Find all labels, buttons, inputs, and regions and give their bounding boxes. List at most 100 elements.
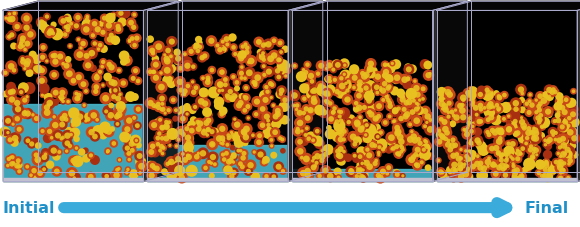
Point: [38, 69, 47, 73]
Point: [82, 55, 91, 58]
Point: [114, 97, 123, 101]
Point: [9, 45, 19, 49]
Point: [280, 99, 289, 102]
Point: [338, 85, 347, 88]
Point: [525, 100, 534, 104]
Point: [494, 152, 503, 155]
Point: [466, 94, 476, 98]
Point: [463, 126, 472, 130]
Point: [458, 164, 467, 168]
Point: [415, 99, 425, 102]
Point: [183, 113, 192, 116]
Point: [459, 128, 469, 132]
Point: [157, 145, 166, 149]
Point: [315, 142, 324, 146]
Point: [550, 91, 560, 94]
Point: [63, 142, 72, 145]
Point: [227, 131, 236, 135]
Point: [346, 169, 356, 172]
Point: [186, 148, 195, 152]
Point: [423, 166, 433, 170]
Point: [393, 126, 402, 130]
Point: [382, 96, 392, 99]
Point: [387, 62, 397, 66]
Point: [517, 116, 526, 120]
Point: [28, 114, 38, 117]
Point: [495, 140, 504, 144]
Point: [82, 18, 92, 22]
Point: [187, 129, 197, 133]
Point: [254, 41, 263, 44]
Point: [455, 163, 465, 166]
Point: [72, 25, 81, 29]
Point: [568, 144, 577, 148]
Point: [493, 129, 502, 133]
Point: [511, 176, 520, 179]
Point: [169, 99, 178, 102]
Point: [41, 28, 50, 32]
Point: [254, 141, 263, 144]
Point: [339, 150, 349, 154]
Point: [508, 143, 517, 146]
Point: [459, 99, 468, 102]
Point: [206, 162, 216, 165]
Point: [511, 176, 520, 179]
Point: [255, 134, 264, 138]
Point: [555, 101, 564, 104]
Point: [241, 43, 250, 47]
Point: [266, 82, 275, 86]
Point: [438, 135, 447, 138]
Point: [418, 88, 427, 91]
Point: [65, 144, 74, 148]
Point: [367, 68, 376, 72]
Point: [304, 137, 313, 141]
Point: [299, 112, 309, 115]
Point: [378, 148, 387, 151]
Point: [106, 38, 115, 42]
Point: [244, 170, 253, 173]
Point: [518, 147, 527, 151]
Point: [249, 151, 259, 154]
Point: [107, 34, 116, 38]
Point: [301, 72, 310, 75]
Point: [463, 92, 473, 95]
Point: [462, 155, 471, 158]
Point: [147, 174, 156, 178]
Point: [434, 159, 443, 163]
Point: [522, 103, 531, 106]
Point: [218, 127, 227, 131]
Point: [33, 160, 42, 163]
Point: [335, 154, 345, 158]
Point: [365, 111, 374, 114]
Point: [563, 148, 572, 152]
Point: [179, 110, 188, 114]
Point: [176, 67, 185, 71]
Point: [374, 115, 383, 119]
Point: [158, 108, 168, 112]
Point: [38, 56, 47, 60]
Point: [158, 126, 167, 130]
Point: [153, 137, 162, 140]
Point: [375, 176, 384, 180]
Point: [426, 128, 435, 132]
Point: [87, 131, 96, 134]
Point: [252, 113, 261, 116]
Point: [84, 118, 93, 121]
Point: [443, 91, 452, 95]
Point: [114, 167, 124, 171]
Point: [441, 108, 450, 112]
Point: [162, 137, 171, 141]
Point: [513, 149, 522, 152]
Point: [545, 96, 554, 99]
Point: [396, 136, 405, 139]
Point: [259, 161, 269, 164]
Point: [19, 61, 28, 64]
Point: [106, 114, 115, 118]
Point: [23, 165, 32, 169]
Point: [229, 154, 238, 157]
Point: [23, 43, 32, 46]
Point: [249, 151, 259, 154]
Point: [244, 117, 253, 120]
Point: [542, 164, 551, 168]
Point: [238, 46, 248, 49]
